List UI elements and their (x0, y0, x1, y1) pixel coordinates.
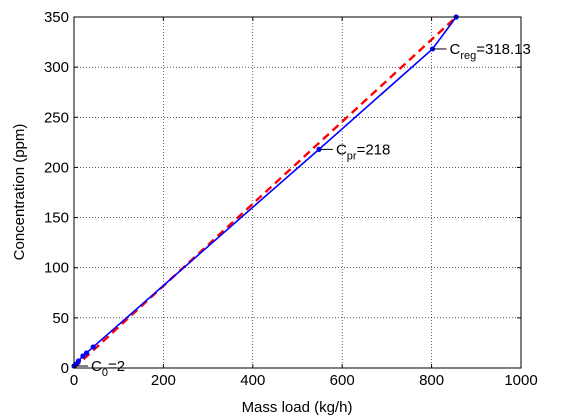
series-blue-point (83, 350, 90, 356)
series-blue-point (90, 344, 96, 350)
y-tick-label: 350 (44, 9, 69, 26)
y-tick-label: 250 (44, 109, 69, 126)
series-blue-point (80, 353, 86, 359)
annotation-label: Creg=318.13 (449, 41, 530, 62)
x-tick-label: 1000 (504, 372, 537, 389)
annotation-base: C (91, 358, 102, 375)
annotation-value: =2 (108, 358, 125, 375)
grid (74, 17, 521, 368)
y-tick-label: 300 (44, 59, 69, 76)
series-red-dashed-line (73, 16, 457, 369)
y-tick-label: 100 (44, 260, 69, 277)
plot-frame (73, 16, 522, 369)
series-layer (71, 14, 459, 369)
x-tick-label: 0 (70, 372, 78, 389)
y-tick-label: 50 (52, 310, 69, 327)
annotation-base: C (449, 41, 460, 58)
annotation-value: =318.13 (476, 41, 531, 58)
y-tick-label: 200 (44, 159, 69, 176)
annotation-subscript: pr (347, 150, 357, 162)
y-tick-label: 150 (44, 210, 69, 227)
plot-area (74, 17, 521, 368)
annotation-label: C0=2 (91, 358, 125, 379)
annotation-label: Cpr=218 (336, 141, 390, 162)
ticks: 0 200 400 600 800 1000 0 50 100 150 200 250 300 350 (44, 9, 538, 389)
y-tick-label: 0 (61, 360, 69, 377)
annotation-base: C (336, 141, 347, 158)
x-tick-label: 600 (330, 372, 355, 389)
y-axis-label: Concentration (ppm) (11, 124, 28, 261)
x-axis-label: Mass load (kg/h) (242, 399, 353, 416)
annotation-value: =218 (357, 141, 391, 158)
x-tick-label: 400 (240, 372, 265, 389)
annotation-subscript: 0 (102, 367, 108, 379)
annotation-subscript: reg (460, 50, 476, 62)
x-tick-label: 800 (419, 372, 444, 389)
series-blue-point (75, 358, 82, 364)
x-tick-label: 200 (151, 372, 176, 389)
